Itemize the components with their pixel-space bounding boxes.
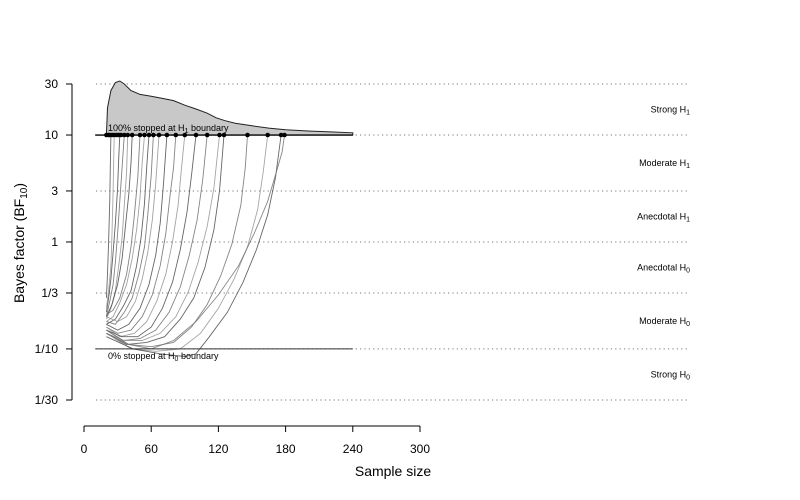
- bf-path: [106, 134, 186, 338]
- lower-boundary-label: 0% stopped at H0 boundary: [108, 351, 219, 363]
- x-axis-title: Sample size: [355, 463, 431, 479]
- stopping-density-area: [105, 80, 354, 136]
- x-tick-label: 0: [81, 442, 88, 456]
- stopping-point: [146, 132, 152, 138]
- stopping-point: [122, 132, 127, 138]
- stopping-points: [104, 132, 287, 138]
- y-tick-label: 3: [51, 184, 58, 198]
- stopping-point: [118, 132, 124, 138]
- evidence-band-label: Anecdotal H0: [637, 263, 690, 275]
- evidence-band-label: Strong H0: [651, 369, 691, 381]
- evidence-band-labels: Strong H1 Moderate H1 Anecdotal H1 Anecdota…: [637, 105, 690, 382]
- evidence-band-label: Moderate H1: [639, 158, 690, 170]
- bf-path: [106, 134, 168, 331]
- bf-path: [106, 134, 177, 334]
- bf-path: [106, 134, 269, 352]
- bf-path: [106, 134, 197, 338]
- bf-path: [106, 134, 282, 357]
- y-tick-label: 1/30: [35, 393, 59, 407]
- bf-path: [105, 134, 133, 317]
- bf-path: [105, 134, 112, 298]
- stopping-point: [173, 132, 179, 138]
- bf-path: [105, 134, 115, 309]
- x-tick-label: 240: [343, 442, 363, 456]
- bf-path: [106, 134, 220, 341]
- x-tick-label: 300: [410, 442, 430, 456]
- stopping-point: [204, 132, 210, 138]
- stopping-point: [217, 132, 222, 138]
- stopping-point: [156, 132, 162, 138]
- y-axis-title: Bayes factor (BF10): [11, 183, 30, 303]
- y-tick-label: 10: [45, 128, 59, 142]
- y-tick-label: 1: [51, 235, 58, 249]
- bf-path: [106, 134, 145, 322]
- stopping-point: [278, 132, 284, 138]
- bf-path: [105, 134, 125, 317]
- x-tick-label: 60: [145, 442, 159, 456]
- bf-path: [106, 134, 154, 325]
- stopping-density: [105, 80, 354, 136]
- stopping-point: [125, 132, 130, 138]
- bf-path: [106, 134, 160, 323]
- stopping-point: [129, 132, 135, 138]
- x-tick-label: 120: [208, 442, 228, 456]
- stopping-point: [142, 132, 147, 138]
- bf-path: [106, 134, 285, 350]
- evidence-band-label: Anecdotal H1: [637, 212, 690, 224]
- x-tick-label: 180: [276, 442, 296, 456]
- bf-path: [106, 134, 141, 315]
- stopping-point: [137, 132, 143, 138]
- stopping-point: [265, 132, 271, 138]
- stopping-point: [282, 132, 287, 138]
- stopping-point: [164, 132, 170, 138]
- bf-path: [106, 134, 208, 341]
- bf-path: [105, 134, 121, 313]
- y-tick-label: 1/10: [35, 342, 59, 356]
- bf-path: [106, 134, 225, 345]
- upper-boundary-label: 100% stopped at H1 boundary: [108, 123, 229, 135]
- axes: 0 60 120 180 240 300 30 10 3 1 1/3 1/10 1/30: [35, 77, 431, 456]
- stopping-point: [221, 132, 227, 138]
- bf-path: [106, 134, 248, 348]
- stopping-point: [245, 132, 250, 138]
- bf-path: [106, 134, 150, 325]
- evidence-band-label: Moderate H0: [639, 316, 690, 328]
- sequential-bf-paths: [105, 134, 285, 357]
- stopping-point: [151, 132, 156, 138]
- y-tick-label: 30: [45, 77, 59, 91]
- y-tick-label: 1/3: [41, 286, 58, 300]
- stopping-point: [182, 132, 188, 138]
- evidence-band-label: Strong H1: [651, 105, 691, 117]
- stopping-point: [193, 132, 199, 138]
